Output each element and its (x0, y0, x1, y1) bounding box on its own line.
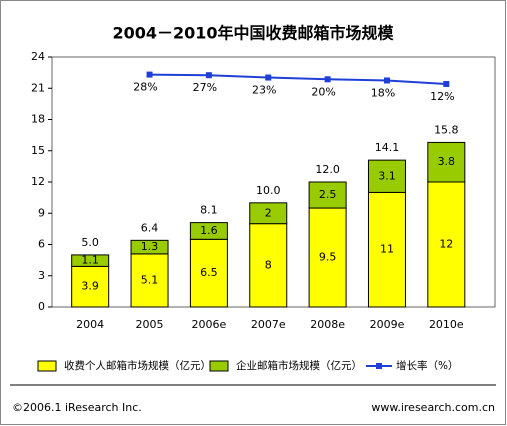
x-tick-label: 2008e (310, 318, 345, 331)
growth-marker (324, 76, 331, 83)
bar-segment (249, 223, 288, 308)
total-label: 14.1 (375, 141, 400, 154)
total-label: 5.0 (81, 236, 99, 249)
x-tick-label: 2007e (251, 318, 286, 331)
growth-marker (205, 72, 212, 79)
bar-value-label: 1.1 (81, 254, 99, 267)
total-label: 15.8 (434, 123, 459, 136)
y-tick-label: 9 (38, 206, 45, 219)
legend-marker (376, 363, 382, 369)
growth-line (149, 73, 447, 85)
growth-marker (265, 74, 272, 81)
bar-segment (130, 253, 169, 308)
y-tick-label: 0 (38, 300, 45, 313)
bar-value-label: 6.5 (200, 266, 218, 279)
y-tick-label: 12 (31, 175, 45, 188)
x-tick-label: 2005 (136, 318, 164, 331)
footer-right: www.iresearch.com.cn (371, 401, 495, 414)
growth-marker (146, 71, 153, 78)
growth-marker (443, 80, 450, 87)
x-tick-label: 2006e (192, 318, 227, 331)
bar-value-label: 11 (380, 243, 394, 256)
y-tick-label: 21 (31, 81, 45, 94)
bar-value-label: 3.1 (378, 169, 396, 182)
bar-segment (71, 265, 110, 308)
bar-value-label: 9.5 (319, 251, 337, 264)
legend-label: 增长率（%） (396, 359, 458, 372)
bar-segment (189, 238, 228, 308)
growth-label: 12% (430, 90, 454, 103)
legend-swatch (37, 360, 57, 372)
bar-value-label: 2 (265, 206, 272, 219)
bar-value-label: 12 (439, 238, 453, 251)
growth-label: 18% (371, 86, 395, 99)
growth-marker (383, 77, 390, 84)
growth-label: 20% (311, 85, 335, 98)
total-label: 12.0 (315, 163, 340, 176)
y-tick-label: 3 (38, 269, 45, 282)
y-tick-label: 15 (31, 144, 45, 157)
total-label: 6.4 (141, 221, 159, 234)
y-tick-label: 18 (31, 113, 45, 126)
growth-label: 27% (193, 81, 217, 94)
bar-value-label: 3.8 (438, 155, 456, 168)
bar-segment (308, 207, 347, 308)
bar-value-label: 1.3 (141, 240, 159, 253)
bar-segment (130, 239, 169, 255)
growth-label: 23% (252, 84, 276, 97)
y-tick-label: 6 (38, 238, 45, 251)
bar-segment (367, 159, 406, 193)
x-tick-label: 2004 (76, 318, 104, 331)
bar-segment (308, 181, 347, 209)
legend-swatch (209, 360, 229, 372)
bar-segment (71, 254, 110, 267)
bar-value-label: 2.5 (319, 188, 337, 201)
bar-value-label: 5.1 (141, 273, 159, 286)
bar-value-label: 1.6 (200, 224, 218, 237)
footer-left: ©2006.1 iResearch Inc. (12, 401, 142, 414)
legend-label: 企业邮箱市场规模（亿元） (236, 359, 362, 372)
chart-title: 2004－2010年中国收费邮箱市场规模 (112, 24, 394, 43)
bar-segment (249, 202, 288, 225)
growth-label: 28% (133, 81, 157, 94)
bar-value-label: 8 (265, 258, 272, 271)
x-tick-label: 2010e (429, 318, 464, 331)
legend-label: 收费个人邮箱市场规模（亿元） (64, 359, 211, 372)
y-tick-label: 24 (31, 50, 45, 63)
bar-segment (427, 141, 466, 183)
total-label: 8.1 (200, 204, 218, 217)
x-tick-label: 2009e (370, 318, 405, 331)
bar-value-label: 3.9 (81, 280, 99, 293)
total-label: 10.0 (256, 184, 281, 197)
bar-segment (189, 222, 228, 240)
